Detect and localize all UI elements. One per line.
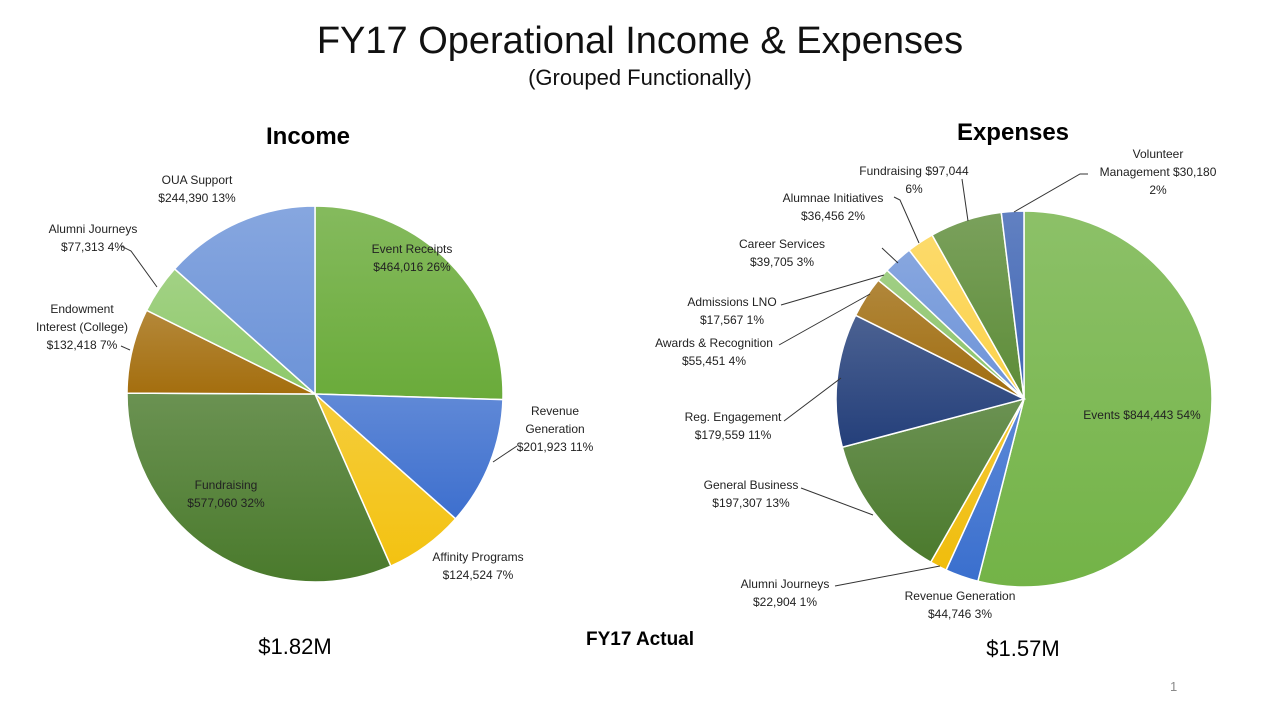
expenses-slice-general-business bbox=[841, 397, 1026, 564]
income-total: $1.82M bbox=[258, 634, 332, 659]
footer-label: FY17 Actual bbox=[585, 629, 695, 650]
expenses-label-alumnae-initiatives: Alumnae Initiatives $36,456 2% bbox=[783, 191, 884, 223]
income-chart-title: Income bbox=[265, 123, 351, 150]
expenses-slice-volunteer-management bbox=[1000, 210, 1025, 400]
income-leader-endowment-interest-college bbox=[120, 345, 131, 351]
income-slice-fundraising bbox=[126, 392, 392, 583]
expenses-label-volunteer-management: Volunteer Management $30,180 2% bbox=[1100, 147, 1217, 197]
income-leader-alumni-journeys bbox=[120, 245, 158, 288]
income-label-fundraising: Fundraising $577,060 32% bbox=[187, 478, 265, 510]
expenses-label-alumni-journeys: Alumni Journeys $22,904 1% bbox=[741, 577, 830, 609]
slide-subtitle: (Grouped Functionally) bbox=[528, 65, 752, 90]
expenses-label-awards-recognition: Awards & Recognition $55,451 4% bbox=[655, 336, 773, 368]
expenses-total: $1.57M bbox=[986, 636, 1060, 661]
slide-title: FY17 Operational Income & Expenses bbox=[316, 20, 964, 62]
income-slice-oua-support bbox=[173, 205, 316, 396]
income-pie bbox=[126, 205, 504, 583]
expenses-label-revenue-generation: Revenue Generation $44,746 3% bbox=[905, 589, 1016, 621]
expenses-label-general-business: General Business $197,307 13% bbox=[704, 478, 799, 510]
expenses-leader-admissions-lno bbox=[780, 274, 885, 306]
income-slice-event-receipts bbox=[314, 205, 504, 401]
expenses-slice-events bbox=[976, 210, 1213, 588]
income-label-revenue-generation: Revenue Generation $201,923 11% bbox=[517, 404, 594, 454]
expenses-leader-general-business bbox=[800, 487, 874, 516]
expenses-leader-alumnae-initiatives bbox=[893, 196, 920, 244]
income-slice-revenue-generation bbox=[312, 393, 504, 520]
income-label-event-receipts: Event Receipts $464,016 26% bbox=[372, 242, 453, 274]
income-label-endowment-interest-college: Endowment Interest (College) $132,418 7% bbox=[36, 302, 128, 352]
expenses-leader-career-services bbox=[881, 247, 899, 264]
expenses-leader-alumni-journeys bbox=[834, 565, 941, 587]
expenses-label-career-services: Career Services $39,705 3% bbox=[739, 237, 825, 269]
expenses-slice-reg-engagement bbox=[835, 314, 1027, 449]
expenses-label-fundraising: Fundraising $97,044 6% bbox=[859, 164, 969, 196]
leader-lines bbox=[120, 173, 1088, 587]
expenses-leader-awards-recognition bbox=[778, 293, 871, 346]
income-leader-revenue-generation bbox=[492, 445, 518, 463]
expenses-label-admissions-lno: Admissions LNO $17,567 1% bbox=[687, 295, 776, 327]
expenses-leader-reg-engagement bbox=[783, 377, 842, 422]
expenses-pie bbox=[835, 210, 1213, 588]
income-label-oua-support: OUA Support $244,390 13% bbox=[158, 173, 236, 205]
expenses-leader-volunteer-management bbox=[1013, 173, 1088, 213]
income-label-affinity-programs: Affinity Programs $124,524 7% bbox=[432, 550, 523, 582]
expenses-chart-title: Expenses bbox=[956, 119, 1070, 146]
slide-number: 1 bbox=[1170, 679, 1178, 694]
income-label-alumni-journeys: Alumni Journeys $77,313 4% bbox=[49, 222, 138, 254]
expenses-label-events: Events $844,443 54% bbox=[1083, 408, 1201, 422]
expenses-label-reg-engagement: Reg. Engagement $179,559 11% bbox=[685, 410, 782, 442]
data-labels: Event Receipts $464,016 26% Revenue Generat… bbox=[36, 147, 1217, 621]
expenses-leader-fundraising bbox=[961, 178, 969, 222]
